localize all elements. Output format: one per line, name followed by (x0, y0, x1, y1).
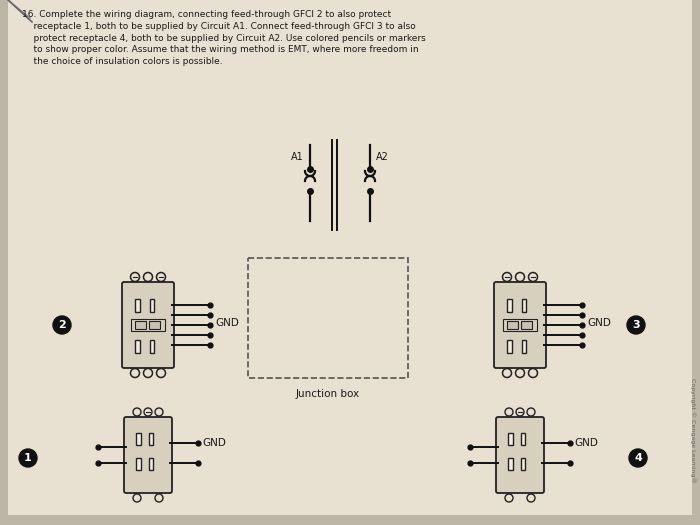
Text: 4: 4 (634, 453, 642, 463)
Text: 2: 2 (58, 320, 66, 330)
Text: A2: A2 (376, 152, 389, 162)
Bar (522, 299, 526, 312)
Circle shape (627, 316, 645, 334)
FancyBboxPatch shape (494, 282, 546, 368)
Bar (135, 340, 140, 353)
Bar (521, 433, 525, 445)
Circle shape (19, 449, 37, 467)
Circle shape (53, 316, 71, 334)
Bar (135, 299, 140, 312)
Text: Copyright © Cengage Learning®: Copyright © Cengage Learning® (690, 377, 696, 482)
Bar (521, 458, 525, 470)
Bar (507, 340, 512, 353)
Text: GND: GND (215, 318, 239, 328)
Text: GND: GND (574, 438, 598, 448)
Text: 16. Complete the wiring diagram, connecting feed-through GFCI 2 to also protect
: 16. Complete the wiring diagram, connect… (22, 10, 426, 66)
FancyBboxPatch shape (124, 417, 172, 493)
Text: A1: A1 (291, 152, 304, 162)
Text: GND: GND (202, 438, 226, 448)
FancyBboxPatch shape (496, 417, 544, 493)
Text: GND: GND (587, 318, 611, 328)
Bar (149, 321, 160, 329)
Bar (149, 433, 153, 445)
Bar (150, 299, 154, 312)
Bar (149, 458, 153, 470)
Text: 3: 3 (632, 320, 640, 330)
Bar (508, 458, 513, 470)
Bar (150, 340, 154, 353)
FancyBboxPatch shape (122, 282, 174, 368)
Bar (135, 321, 146, 329)
Text: Junction box: Junction box (296, 389, 360, 399)
Bar (503, 319, 537, 331)
Circle shape (629, 449, 647, 467)
Bar (521, 321, 532, 329)
Bar (522, 340, 526, 353)
Bar (136, 458, 141, 470)
Bar (507, 321, 518, 329)
Bar (248, 258, 408, 378)
Text: 1: 1 (24, 453, 32, 463)
Bar (507, 299, 512, 312)
Bar (136, 433, 141, 445)
Bar (131, 319, 165, 331)
Bar (508, 433, 513, 445)
